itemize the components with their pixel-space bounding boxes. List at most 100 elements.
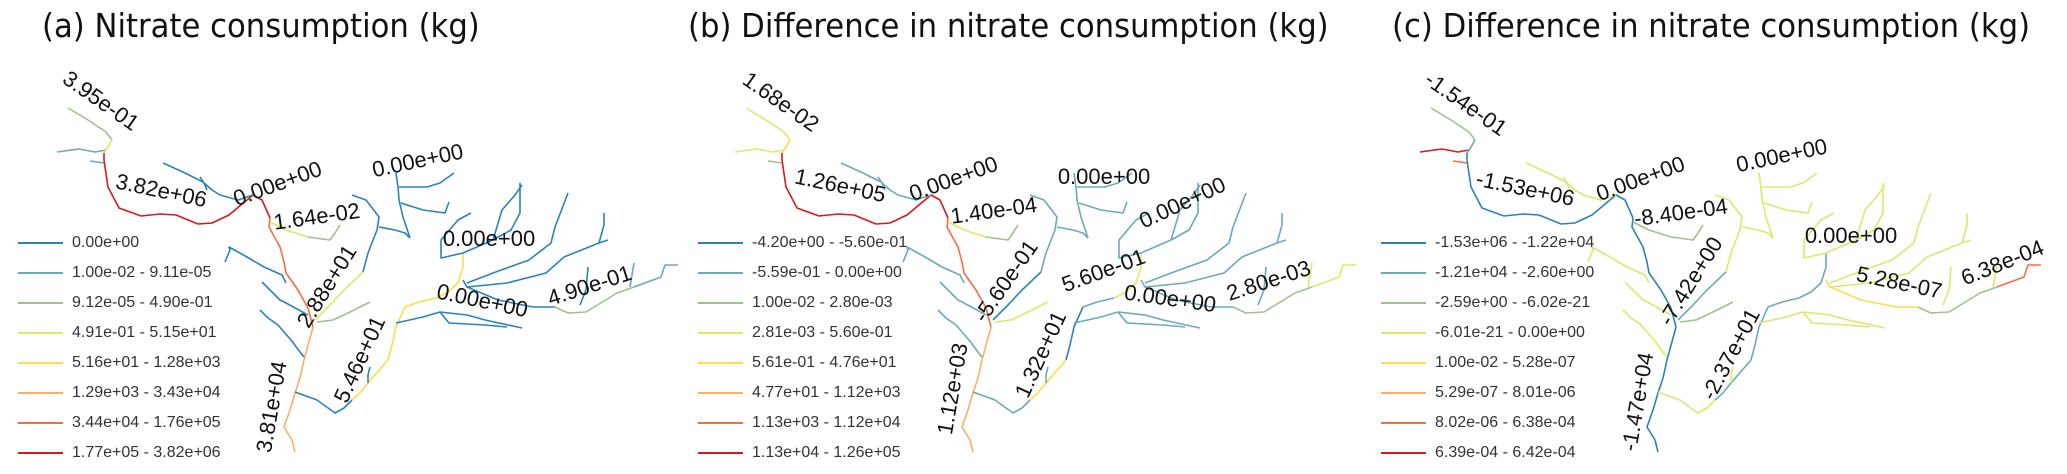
legend-line-swatch xyxy=(18,362,63,364)
legend-label: -2.59e+00 - -6.02e-21 xyxy=(1435,294,1591,311)
river-reach-east-low1 xyxy=(395,311,523,329)
panel-c: (c) Difference in nitrate consumption (k… xyxy=(1363,0,2063,474)
reach-value-label: 3.82e+06 xyxy=(114,169,210,213)
river-reach-trib-west1 xyxy=(902,246,965,284)
reach-value-label: 0.00e+00 xyxy=(443,226,535,251)
river-reach-headwater-nw xyxy=(1430,107,1476,141)
river-reach-east-low1 xyxy=(1073,311,1201,329)
river-reach-t288-up xyxy=(351,194,380,273)
river-reach-upper-link xyxy=(103,139,113,154)
legend-line-swatch xyxy=(18,452,63,454)
river-reach-t288-side xyxy=(316,301,371,323)
river-reach-headwater-nw xyxy=(745,107,791,141)
reach-value-label: 0.00e+00 xyxy=(1123,280,1218,318)
river-reach-trib-north1b xyxy=(877,176,886,191)
river-reach-east-up1 xyxy=(1803,212,1835,259)
river-reach-trib-north1b xyxy=(1562,176,1571,191)
river-reach-east-b2s xyxy=(1276,213,1283,244)
river-reach-r546-up xyxy=(1767,297,1800,308)
river-reach-trib-164 xyxy=(269,221,309,238)
river-reach-east-main-br2 xyxy=(629,262,635,288)
river-reach-trib-164 xyxy=(947,221,987,238)
river-reach-trib-north1 xyxy=(162,162,254,201)
river-reach-r546-low xyxy=(1029,359,1067,401)
legend-label: 1.29e+03 - 3.43e+04 xyxy=(72,384,221,401)
river-reach-trib-north1 xyxy=(1525,162,1617,201)
legend-item: -5.59e-01 - 0.00e+00 xyxy=(698,258,907,288)
river-reach-t288-br xyxy=(378,226,411,239)
legend-line-swatch xyxy=(18,242,63,244)
river-reach-trib-west3 xyxy=(1622,309,1668,358)
legend-line-swatch xyxy=(1381,422,1426,424)
legend-item: 1.13e+04 - 1.26e+05 xyxy=(698,438,907,468)
reach-value-label: 1.64e-02 xyxy=(272,198,361,235)
legend-item: -4.20e+00 - -5.60e-01 xyxy=(698,228,907,258)
reach-value-label: 0.00e+00 xyxy=(1734,134,1830,178)
legend-item: 6.39e-04 - 6.42e-04 xyxy=(1381,438,1594,468)
river-reach-tiny-w xyxy=(89,160,105,164)
legend-item: 1.00e-02 - 5.28e-07 xyxy=(1381,348,1594,378)
river-reach-main-mid xyxy=(268,217,314,328)
river-reach-r546-br xyxy=(367,366,371,383)
river-reach-east-low2 xyxy=(1802,311,1871,328)
river-reach-r546-top xyxy=(1113,253,1142,299)
river-reach-east-main-br1 xyxy=(579,266,589,306)
legend-item: 3.44e+04 - 1.76e+05 xyxy=(18,408,221,438)
river-reach-north-tree xyxy=(395,172,411,239)
river-reach-main-lower xyxy=(961,326,992,453)
legend-line-swatch xyxy=(1381,242,1426,244)
river-reach-r546-br xyxy=(1045,366,1049,383)
legend-line-swatch xyxy=(698,392,743,394)
river-reach-trib-west2 xyxy=(1624,281,1672,316)
river-reach-trib-164b xyxy=(307,224,341,241)
river-reach-trib-west3 xyxy=(937,309,983,358)
river-reach-east-low2 xyxy=(439,311,508,328)
reach-value-label: 1.40e-04 xyxy=(949,192,1038,229)
legend: 0.00e+00 1.00e-02 - 9.11e-05 9.12e-05 - 4.… xyxy=(18,228,221,468)
river-reach-north-br1 xyxy=(1762,172,1818,188)
river-reach-main-lower xyxy=(1646,326,1677,453)
river-reach-east-b1 xyxy=(466,192,569,284)
river-reach-r546-mid xyxy=(1750,306,1769,361)
legend: -4.20e+00 - -5.60e-01 -5.59e-01 - 0.00e+0… xyxy=(698,228,907,468)
legend-label: 2.81e-03 - 5.60e-01 xyxy=(752,324,893,341)
reach-value-label: 5.28e-07 xyxy=(1854,261,1944,304)
legend-line-swatch xyxy=(698,302,743,304)
river-network-map: -1.54e-01-1.53e+06 0.00e+00-8.40e-040.00e… xyxy=(1419,66,2047,453)
river-reach-trib-south xyxy=(294,391,353,414)
river-reach-east-up1 xyxy=(1118,212,1150,259)
legend-line-swatch xyxy=(698,242,743,244)
river-reach-t288-br xyxy=(1741,226,1774,239)
river-reach-t288-low xyxy=(1677,271,1727,321)
legend-label: -6.01e-21 - 0.00e+00 xyxy=(1435,324,1585,341)
river-reach-r546-low xyxy=(351,359,389,401)
legend-label: 1.13e+04 - 1.26e+05 xyxy=(752,444,901,461)
river-reach-t288-br xyxy=(1056,226,1089,239)
legend-item: 1.13e+03 - 1.12e+04 xyxy=(698,408,907,438)
river-reach-t288-low xyxy=(992,271,1042,321)
reach-value-label: 3.81e+04 xyxy=(251,359,292,454)
river-reach-headwater-w xyxy=(734,148,785,153)
legend-item: 1.00e-02 - 2.80e-03 xyxy=(698,288,907,318)
river-reach-t288-up xyxy=(1029,194,1058,273)
legend-item: 5.29e-07 - 8.01e-06 xyxy=(1381,378,1594,408)
legend-label: -5.59e-01 - 0.00e+00 xyxy=(752,264,902,281)
river-reach-east-main-c xyxy=(633,264,678,288)
river-reach-east-main-b xyxy=(1917,286,1998,314)
river-reach-main-mid xyxy=(1631,217,1677,328)
river-reach-trib-north1b xyxy=(199,176,208,191)
legend-line-swatch xyxy=(698,422,743,424)
river-reach-t288-low xyxy=(314,271,364,321)
legend-line-swatch xyxy=(1381,362,1426,364)
river-reach-headwater-w xyxy=(1419,148,1470,153)
panel-b: (b) Difference in nitrate consumption (k… xyxy=(678,0,1378,474)
river-reach-main-lower xyxy=(283,326,314,453)
river-reach-east-up2 xyxy=(1825,183,1884,254)
legend-item: -2.59e+00 - -6.02e-21 xyxy=(1381,288,1594,318)
legend-label: 4.77e+01 - 1.12e+03 xyxy=(752,384,901,401)
river-reach-east-b1 xyxy=(1144,192,1247,284)
river-reach-east-up3 xyxy=(1855,184,1886,241)
legend-label: 1.00e-02 - 5.28e-07 xyxy=(1435,354,1576,371)
legend-label: -1.53e+06 - -1.22e+04 xyxy=(1435,234,1595,251)
river-reach-north-br1 xyxy=(399,172,455,188)
